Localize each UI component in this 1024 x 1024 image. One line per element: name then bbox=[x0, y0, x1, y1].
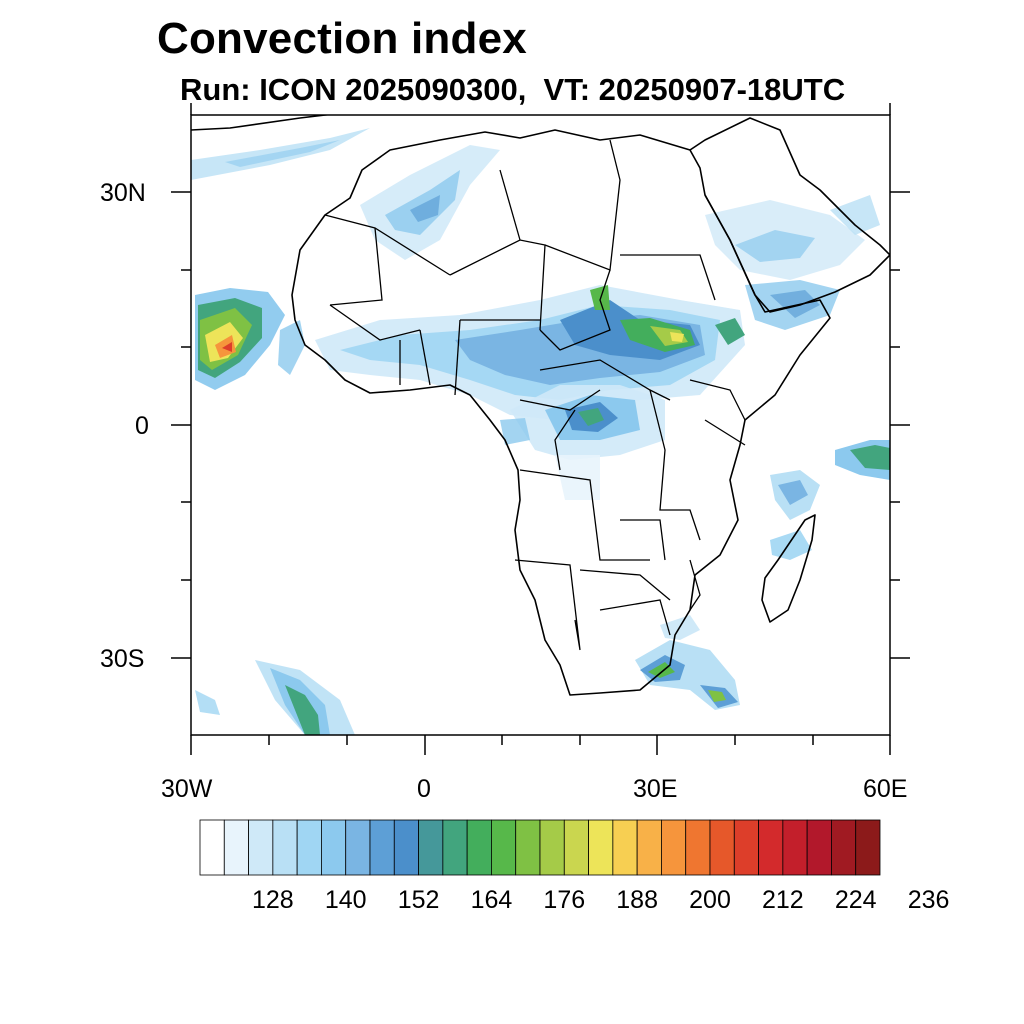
convection-shading bbox=[191, 128, 890, 735]
colorbar-swatch bbox=[612, 819, 638, 876]
colorbar-swatch bbox=[685, 819, 711, 876]
colorbar-swatch bbox=[588, 819, 614, 876]
colorbar-swatch bbox=[466, 819, 492, 876]
colorbar-swatch bbox=[831, 819, 857, 876]
colorbar-label: 176 bbox=[543, 886, 586, 914]
colorbar-label: 188 bbox=[616, 886, 658, 914]
axis-ticks bbox=[171, 103, 910, 755]
colorbar-swatch bbox=[733, 819, 759, 876]
colorbar-label: 128 bbox=[251, 886, 294, 914]
colorbar-swatch bbox=[248, 819, 274, 876]
coastlines bbox=[191, 115, 890, 696]
colorbar-swatch bbox=[272, 819, 298, 876]
colorbar-swatch bbox=[661, 819, 687, 876]
colorbar-label: 224 bbox=[834, 886, 877, 914]
colorbar-swatch bbox=[709, 819, 735, 876]
colorbar-swatch bbox=[369, 819, 395, 876]
colorbar-swatch bbox=[539, 819, 565, 876]
colorbar-swatch bbox=[563, 819, 589, 876]
map-title: Convection index bbox=[157, 14, 527, 63]
lon-label-60e: 60E bbox=[863, 775, 908, 803]
colorbar-swatch bbox=[199, 819, 225, 876]
colorbar-swatch bbox=[442, 819, 468, 876]
lat-label-30s: 30S bbox=[100, 645, 145, 673]
colorbar-swatch bbox=[636, 819, 662, 876]
colorbar-swatch bbox=[782, 819, 808, 876]
lon-label-0: 0 bbox=[417, 775, 431, 803]
colorbar-label: 140 bbox=[324, 886, 367, 914]
lon-label-30w: 30W bbox=[161, 775, 213, 803]
colorbar-label: 152 bbox=[397, 886, 440, 914]
colorbar-swatch bbox=[418, 819, 444, 876]
colorbar-label: 164 bbox=[470, 886, 513, 914]
colorbar-swatch bbox=[223, 819, 249, 876]
colorbar-label: 236 bbox=[907, 886, 950, 914]
lat-label-30n: 30N bbox=[100, 179, 146, 207]
colorbar-label: 200 bbox=[689, 886, 731, 914]
lon-label-30e: 30E bbox=[633, 775, 678, 803]
lat-label-0: 0 bbox=[135, 412, 149, 440]
colorbar-label: 212 bbox=[761, 886, 804, 914]
colorbar-swatch bbox=[806, 819, 832, 876]
colorbar-swatch bbox=[491, 819, 517, 876]
colorbar-swatch bbox=[515, 819, 541, 876]
colorbar-swatch bbox=[345, 819, 371, 876]
colorbar-swatch bbox=[855, 819, 881, 876]
map-subtitle: Run: ICON 2025090300, VT: 20250907-18UTC bbox=[180, 72, 846, 107]
country-borders bbox=[324, 139, 746, 651]
colorbar-swatch bbox=[321, 819, 347, 876]
colorbar-swatch bbox=[758, 819, 784, 876]
colorbar-swatch bbox=[296, 819, 322, 876]
colorbar-swatch bbox=[393, 819, 419, 876]
